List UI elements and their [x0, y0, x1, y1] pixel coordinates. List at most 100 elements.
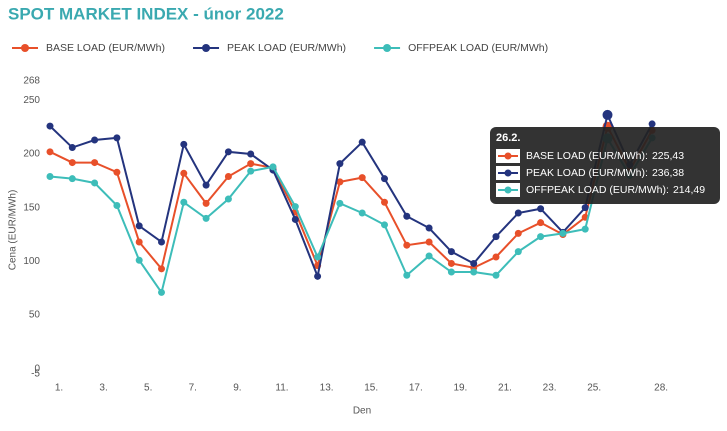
- data-point: [291, 215, 299, 223]
- data-point: [403, 241, 411, 249]
- tooltip-value: 236,38: [652, 167, 684, 179]
- x-tick-label: 23.: [543, 383, 557, 394]
- legend-marker: [383, 44, 392, 52]
- tooltip-swatch-dot: [504, 186, 512, 194]
- data-point: [492, 271, 500, 279]
- data-point: [514, 229, 522, 237]
- data-point: [269, 163, 277, 171]
- data-point: [224, 195, 232, 203]
- data-point: [113, 134, 121, 142]
- data-point: [224, 148, 232, 156]
- legend-label: BASE LOAD (EUR/MWh): [46, 42, 165, 54]
- data-point: [492, 233, 500, 241]
- x-tick-label: 9.: [233, 383, 241, 394]
- data-point: [602, 109, 613, 120]
- x-tick-label: 3.: [99, 383, 107, 394]
- data-point: [447, 248, 455, 256]
- data-point: [514, 248, 522, 256]
- x-tick-label: 15.: [364, 383, 378, 394]
- data-point: [559, 229, 567, 237]
- x-tick-label: 13.: [320, 383, 334, 394]
- data-point: [581, 225, 589, 233]
- data-point: [447, 259, 455, 267]
- data-point: [314, 253, 322, 261]
- x-tick-label: 28.: [654, 383, 668, 394]
- series-line: [49, 111, 653, 280]
- data-point: [68, 175, 76, 183]
- x-axis-label: Den: [353, 406, 371, 417]
- x-tick-label: 5.: [144, 383, 152, 394]
- data-point: [91, 179, 99, 187]
- tooltip-label: OFFPEAK LOAD (EUR/MWh):: [526, 184, 669, 196]
- legend-label: OFFPEAK LOAD (EUR/MWh): [408, 42, 548, 54]
- data-point: [537, 219, 545, 227]
- data-point: [180, 169, 188, 177]
- data-point: [46, 148, 54, 156]
- x-tick-label: 1.: [55, 383, 63, 394]
- x-tick-label: 7.: [189, 383, 197, 394]
- data-point: [381, 221, 388, 229]
- tooltip-value: 214,49: [673, 184, 705, 196]
- data-point: [202, 214, 210, 222]
- data-point: [314, 272, 322, 280]
- y-tick-label: -5: [31, 369, 40, 380]
- data-point: [113, 201, 121, 209]
- y-tick-label: 0: [34, 363, 40, 374]
- data-point: [68, 144, 76, 152]
- data-point: [358, 138, 366, 146]
- legend-label: PEAK LOAD (EUR/MWh): [227, 42, 346, 54]
- x-tick-label: 21.: [498, 383, 512, 394]
- data-point: [180, 198, 188, 206]
- data-point: [46, 122, 54, 130]
- data-point: [68, 159, 76, 167]
- data-point: [425, 224, 433, 232]
- data-point: [135, 238, 143, 246]
- data-point: [158, 288, 165, 296]
- data-point: [91, 136, 99, 144]
- tooltip-box: [490, 127, 720, 204]
- tooltip: 26.2. BASE LOAD (EUR/MWh): 225,43 PEAK LOAD…: [490, 127, 720, 204]
- data-point: [581, 204, 589, 212]
- data-point: [158, 238, 165, 246]
- data-point: [537, 205, 545, 213]
- y-tick-label: 50: [29, 310, 41, 321]
- data-point: [291, 203, 299, 211]
- data-point: [247, 160, 255, 168]
- y-tick-label: 150: [23, 202, 40, 213]
- data-point: [447, 268, 455, 276]
- data-point: [492, 253, 500, 261]
- data-point: [336, 199, 344, 207]
- data-point: [135, 256, 143, 264]
- data-point: [158, 265, 165, 273]
- data-point: [91, 159, 99, 167]
- series-line: [49, 123, 653, 272]
- legend-marker: [202, 44, 211, 52]
- data-point: [537, 233, 545, 241]
- y-tick-label: 250: [23, 95, 40, 106]
- data-point: [470, 268, 478, 276]
- data-point: [358, 209, 366, 217]
- data-point: [247, 150, 255, 158]
- data-point: [425, 252, 433, 260]
- chart-title: SPOT MARKET INDEX - únor 2022: [8, 4, 284, 23]
- data-point: [470, 259, 478, 267]
- data-point: [403, 212, 411, 220]
- y-tick-label: 200: [23, 149, 40, 160]
- data-point: [180, 140, 188, 148]
- data-point: [381, 198, 388, 206]
- x-tick-label: 25.: [587, 383, 601, 394]
- x-tick-label: 19.: [453, 383, 467, 394]
- tooltip-swatch-dot: [504, 152, 512, 160]
- tooltip-label: BASE LOAD (EUR/MWh):: [526, 150, 648, 162]
- data-point: [648, 120, 656, 128]
- x-tick-label: 11.: [275, 383, 288, 394]
- data-point: [358, 174, 366, 182]
- y-tick-label: 100: [23, 256, 40, 267]
- data-point: [403, 271, 411, 279]
- data-point: [336, 160, 344, 168]
- data-point: [381, 175, 388, 183]
- data-point: [224, 173, 232, 181]
- tooltip-value: 225,43: [652, 150, 684, 162]
- tooltip-swatch-dot: [504, 169, 512, 177]
